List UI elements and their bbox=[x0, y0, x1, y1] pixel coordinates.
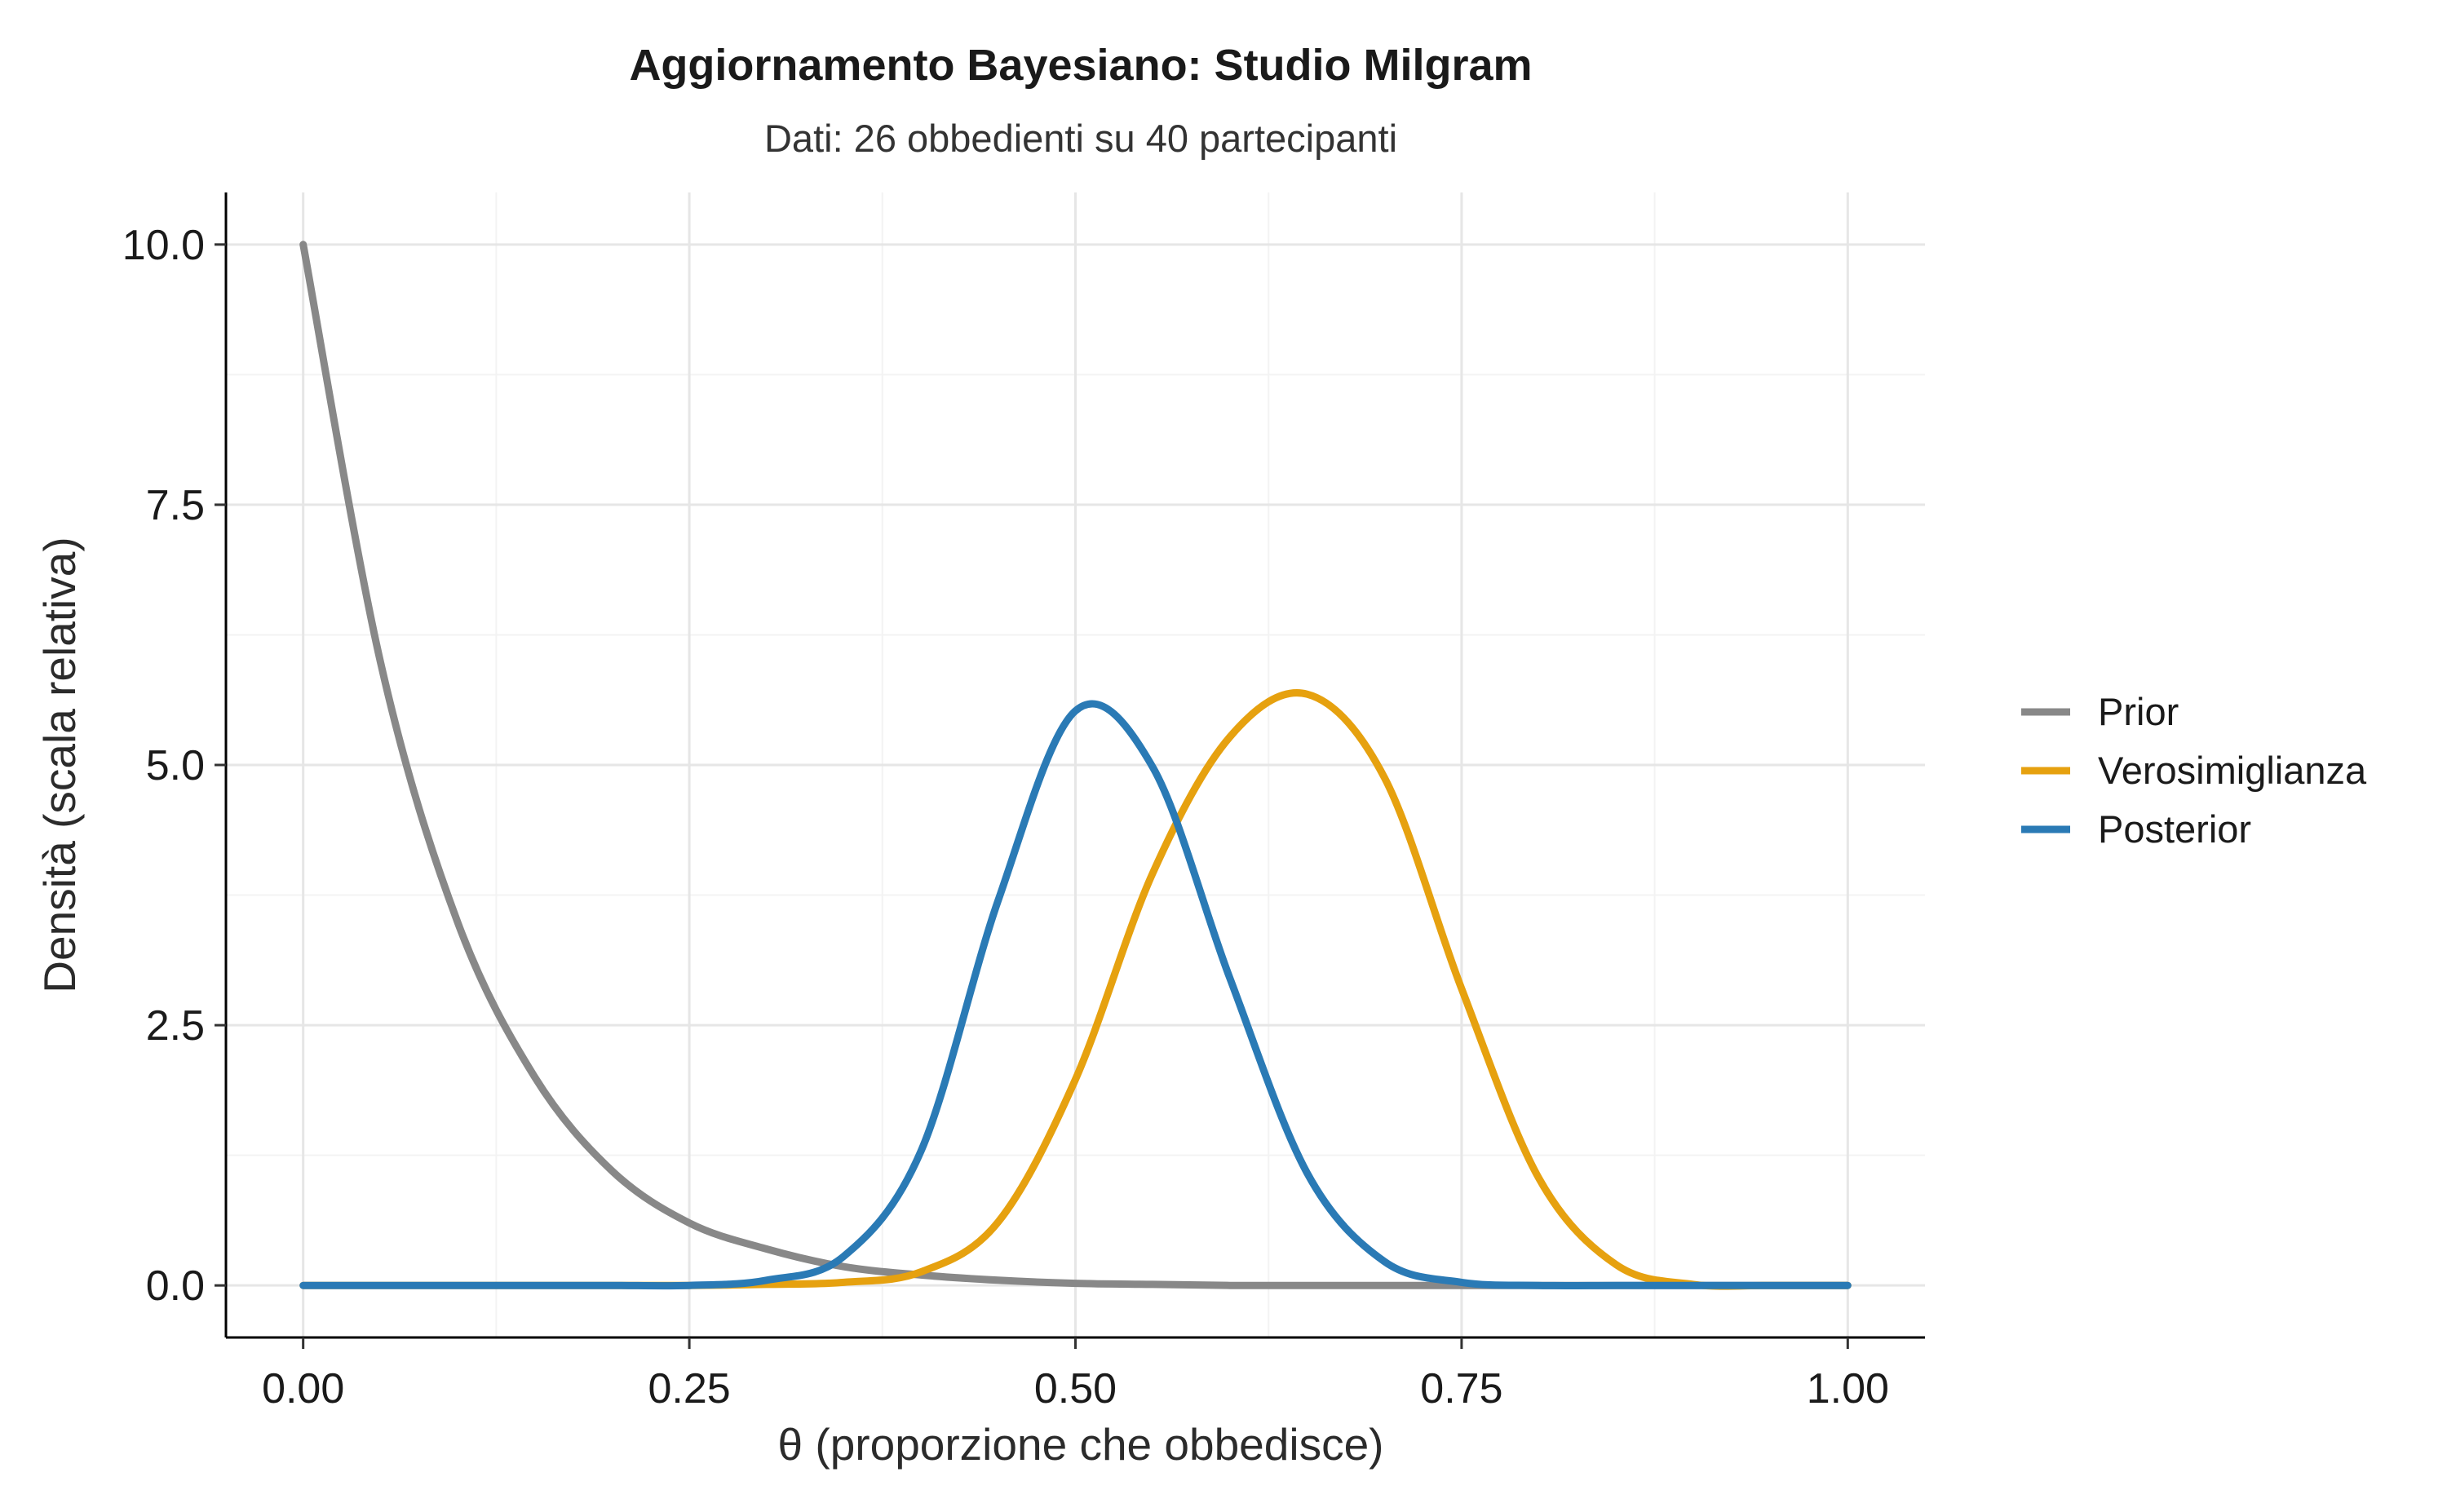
grid bbox=[226, 192, 1925, 1337]
y-tick-label: 10.0 bbox=[122, 222, 205, 269]
series-lines bbox=[299, 241, 1852, 1290]
legend: Prior Verosimiglianza Posterior bbox=[2021, 690, 2367, 851]
y-tick-label: 2.5 bbox=[146, 1002, 205, 1050]
x-tick-label: 0.75 bbox=[1420, 1365, 1502, 1413]
legend-label-verosimiglianza: Verosimiglianza bbox=[2098, 749, 2367, 792]
y-tick-label: 5.0 bbox=[146, 742, 205, 789]
y-axis-title: Densità (scala relativa) bbox=[34, 537, 85, 993]
series-line-posterior bbox=[299, 700, 1852, 1290]
x-tick-label: 0.25 bbox=[648, 1365, 730, 1413]
chart-subtitle: Dati: 26 obbedienti su 40 partecipanti bbox=[764, 117, 1397, 160]
legend-label-posterior: Posterior bbox=[2098, 807, 2251, 851]
chart-title: Aggiornamento Bayesiano: Studio Milgram bbox=[629, 41, 1532, 90]
x-tick-label: 1.00 bbox=[1807, 1365, 1889, 1413]
axes: 0.00 0.25 0.50 0.75 1.00 0.0 2.5 5.0 7.5 10.0 bbox=[122, 192, 1925, 1413]
y-tick-label: 0.0 bbox=[146, 1262, 205, 1310]
legend-label-prior: Prior bbox=[2098, 690, 2179, 733]
y-tick-label: 7.5 bbox=[146, 482, 205, 529]
x-tick-label: 0.50 bbox=[1034, 1365, 1117, 1413]
x-tick-label: 0.00 bbox=[262, 1365, 344, 1413]
x-axis-title: θ (proporzione che obbedisce) bbox=[778, 1419, 1384, 1470]
